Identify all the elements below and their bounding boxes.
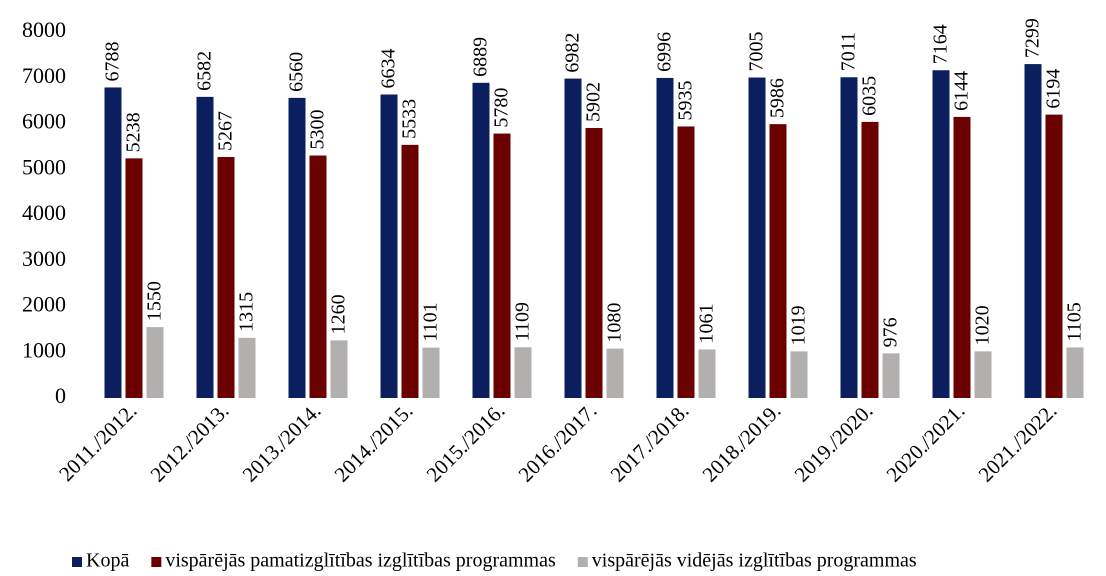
bar	[656, 77, 674, 399]
data-label: 7005	[746, 32, 768, 72]
bar	[932, 70, 950, 398]
bar	[330, 340, 348, 398]
x-tick-label: 2015./2016.	[422, 399, 510, 487]
data-label: 5267	[215, 111, 237, 151]
bar	[1045, 114, 1063, 398]
bar	[861, 121, 879, 399]
x-tick-label: 2011./2012.	[54, 399, 141, 486]
bar	[585, 127, 603, 399]
y-tick-label: 1000	[22, 337, 66, 362]
bar	[514, 347, 532, 398]
bar	[882, 353, 900, 398]
data-label: 1550	[144, 281, 166, 321]
data-label: 5238	[123, 112, 145, 152]
x-tick-label: 2013./2014.	[238, 399, 326, 487]
legend-label: vispārējās vidējās izglītības programmas	[592, 550, 917, 572]
x-tick-label: 2019./2020.	[790, 399, 878, 487]
data-label: 5986	[767, 78, 789, 118]
data-label: 6982	[562, 33, 584, 73]
data-label: 6582	[194, 51, 216, 91]
y-tick-label: 5000	[22, 154, 66, 179]
bar	[146, 327, 164, 398]
data-label: 5533	[399, 99, 421, 139]
data-label: 1260	[328, 294, 350, 334]
data-label: 1020	[972, 305, 994, 345]
data-label: 6996	[654, 32, 676, 72]
bar	[238, 337, 256, 398]
x-tick-label: 2018./2019.	[698, 399, 786, 487]
bar	[840, 77, 858, 398]
y-tick-label: 4000	[22, 200, 66, 225]
data-label: 5780	[491, 88, 513, 128]
x-tick-label: 2016./2017.	[514, 399, 602, 487]
data-label: 6144	[951, 71, 973, 111]
legend-swatch	[577, 557, 588, 567]
y-tick-label: 6000	[22, 109, 66, 134]
data-label: 5300	[307, 110, 329, 150]
bar	[493, 133, 511, 398]
bar	[606, 348, 624, 398]
data-label: 6560	[286, 52, 308, 92]
bar	[564, 78, 582, 399]
data-label: 6634	[378, 48, 400, 88]
legend-swatch	[151, 557, 162, 567]
bar	[288, 97, 306, 398]
data-label: 1109	[512, 302, 534, 341]
data-label: 7164	[930, 24, 952, 64]
y-tick-label: 7000	[22, 63, 66, 88]
y-tick-label: 0	[55, 383, 66, 408]
x-tick-label: 2017./2018.	[606, 399, 694, 487]
data-label: 5935	[675, 80, 697, 120]
data-label: 1061	[696, 303, 718, 343]
data-label: 6035	[859, 76, 881, 116]
data-label: 1105	[1064, 302, 1086, 341]
x-tick-label: 2021./2022.	[974, 399, 1062, 487]
bar	[472, 82, 490, 398]
data-label: 976	[880, 317, 902, 347]
data-label: 1315	[236, 292, 258, 332]
bar	[790, 351, 808, 398]
bar	[677, 126, 695, 398]
data-label: 7299	[1022, 18, 1044, 58]
data-label: 7011	[838, 32, 860, 71]
bar	[1066, 347, 1084, 398]
y-tick-label: 2000	[22, 292, 66, 317]
data-label: 1080	[604, 303, 626, 343]
bar	[953, 116, 971, 399]
bar	[769, 124, 787, 398]
x-tick-label: 2020./2021.	[882, 399, 970, 487]
y-tick-label: 8000	[22, 17, 66, 42]
y-tick-label: 3000	[22, 246, 66, 271]
legend-label: Kopā	[86, 550, 129, 572]
x-tick-label: 2012./2013.	[146, 399, 234, 487]
bar	[380, 94, 398, 398]
legend-label: vispārējās pamatizglītības izglītības pr…	[165, 550, 556, 572]
data-label: 1019	[788, 305, 810, 345]
data-label: 6194	[1043, 69, 1065, 109]
data-label: 1101	[420, 302, 442, 341]
data-label: 6889	[470, 37, 492, 77]
bar	[422, 347, 440, 398]
bar	[309, 155, 327, 398]
bar	[196, 96, 214, 398]
bar	[974, 351, 992, 398]
bar	[748, 77, 766, 399]
bar	[217, 157, 235, 398]
bar	[125, 158, 143, 398]
data-label: 6788	[102, 41, 124, 81]
x-tick-label: 2014./2015.	[330, 399, 418, 487]
bar	[698, 349, 716, 398]
data-label: 5902	[583, 82, 605, 122]
bar	[104, 87, 122, 398]
bar	[1024, 64, 1042, 399]
bar	[401, 144, 419, 398]
legend-swatch	[72, 557, 82, 567]
